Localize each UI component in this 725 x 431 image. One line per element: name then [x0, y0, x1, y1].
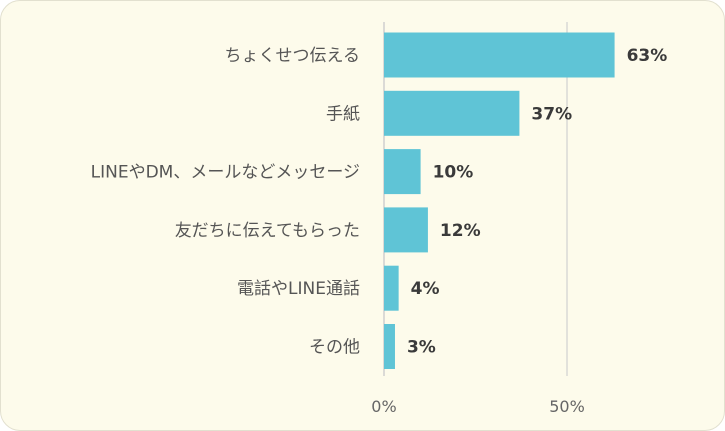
bar-1: [384, 90, 520, 136]
category-label-0: ちょくせつ伝える: [225, 46, 361, 66]
value-label-2: 10%: [433, 163, 474, 183]
bar-0: [384, 32, 615, 78]
x-tick-label-50: 50%: [549, 397, 585, 416]
x-tick-label-0: 0%: [371, 397, 396, 416]
category-label-1: 手紙: [326, 104, 360, 124]
bar-2: [384, 149, 421, 195]
value-label-5: 3%: [407, 338, 436, 358]
value-label-1: 37%: [531, 104, 572, 124]
category-label-4: 電話やLINE通話: [237, 279, 360, 299]
value-label-3: 12%: [440, 221, 481, 241]
bar-3: [384, 207, 428, 253]
value-label-0: 63%: [627, 46, 668, 66]
category-label-5: その他: [309, 338, 360, 358]
category-label-3: 友だちに伝えてもらった: [175, 221, 360, 241]
category-label-2: LINEやDM、メールなどメッセージ: [91, 163, 360, 183]
bar-5: [384, 324, 395, 369]
value-label-4: 4%: [411, 279, 440, 299]
bar-4: [384, 265, 399, 311]
